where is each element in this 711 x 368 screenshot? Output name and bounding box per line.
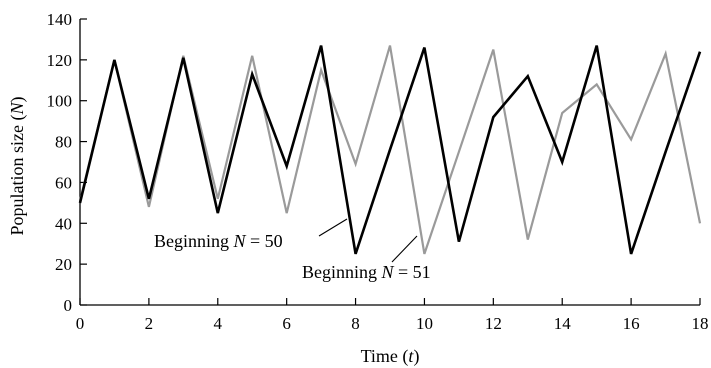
x-tick-label: 2 bbox=[145, 314, 154, 333]
annotation-n51-leader bbox=[391, 235, 418, 263]
annotation-n50-leader bbox=[318, 218, 348, 237]
x-axis-title: Time (t) bbox=[361, 346, 420, 367]
x-tick-label: 14 bbox=[554, 314, 572, 333]
x-tick-label: 8 bbox=[351, 314, 360, 333]
y-tick-label: 40 bbox=[55, 214, 72, 233]
annotation-n51: Beginning N = 51 bbox=[302, 262, 431, 282]
series-line-n50 bbox=[78, 45, 702, 255]
series-line-n51 bbox=[78, 45, 702, 255]
x-tick-label: 10 bbox=[416, 314, 433, 333]
y-tick-label: 0 bbox=[64, 296, 73, 315]
y-tick-label: 80 bbox=[55, 133, 72, 152]
annotations: Beginning N = 50 Beginning N = 51 bbox=[154, 218, 431, 282]
y-tick-label: 60 bbox=[55, 173, 72, 192]
y-tick-label: 20 bbox=[55, 255, 72, 274]
series-group bbox=[78, 45, 702, 255]
y-tick-label: 120 bbox=[47, 51, 73, 70]
y-tick-label: 140 bbox=[47, 10, 73, 29]
annotation-n50: Beginning N = 50 bbox=[154, 231, 283, 251]
x-tick-label: 16 bbox=[623, 314, 640, 333]
x-tick-label: 18 bbox=[692, 314, 709, 333]
x-tick-label: 6 bbox=[282, 314, 291, 333]
axes: 0 20 40 60 80 100 120 140 0 2 4 6 8 10 12 14 16 18 Time (t… bbox=[7, 10, 709, 367]
y-tick-label: 100 bbox=[47, 92, 73, 111]
x-tick-label: 4 bbox=[214, 314, 223, 333]
x-tick-label: 12 bbox=[485, 314, 502, 333]
x-tick-label: 0 bbox=[76, 314, 85, 333]
y-axis-title: Population size (N) bbox=[7, 97, 28, 236]
